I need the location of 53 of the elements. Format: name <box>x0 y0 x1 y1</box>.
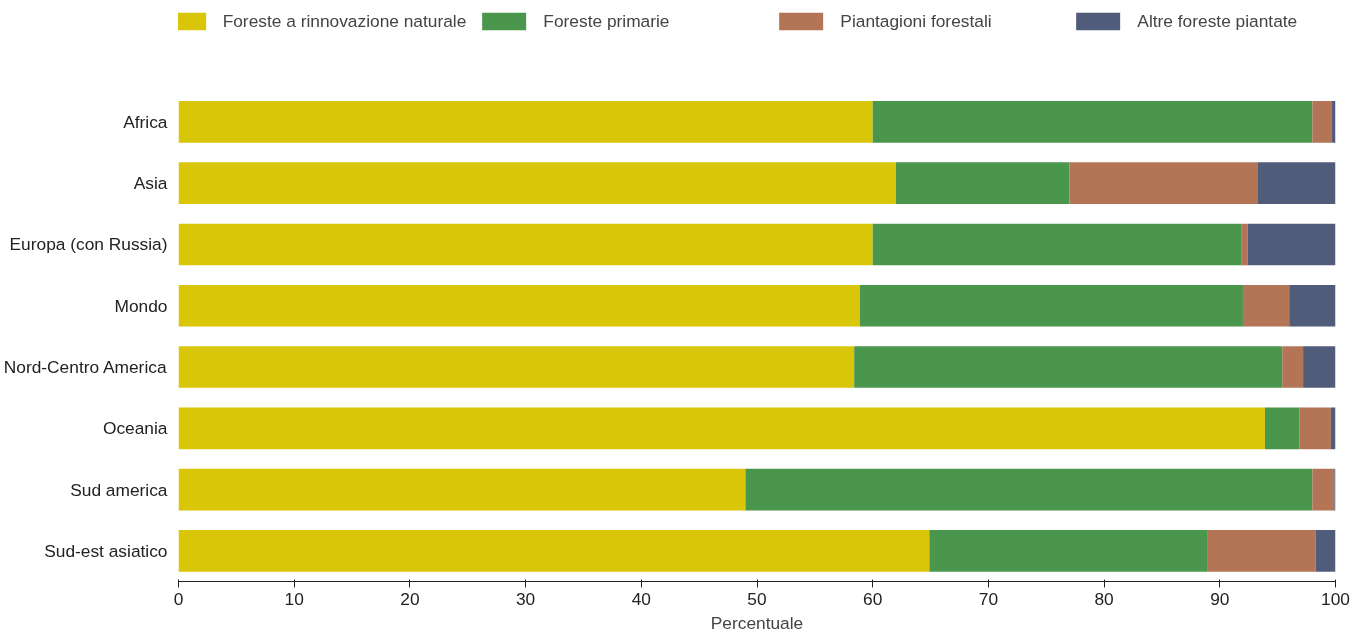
bar <box>178 101 873 143</box>
legend-label: Altre foreste piantate <box>1137 10 1299 32</box>
x-tick-label: 30 <box>515 588 536 609</box>
bar <box>1299 407 1331 450</box>
bar <box>1303 346 1336 388</box>
bar <box>1289 284 1336 327</box>
bar <box>872 101 1313 143</box>
bar <box>178 284 860 327</box>
y-tick-label: Nord-Centro America <box>3 357 167 378</box>
bar <box>895 162 1070 205</box>
y-tick-label: Europa (con Russia) <box>9 234 168 255</box>
x-tick-label: 70 <box>978 588 999 609</box>
bar <box>178 530 930 572</box>
y-tick-label: Africa <box>123 111 168 132</box>
x-tick-label: 80 <box>1094 588 1114 609</box>
y-tick-label: Sud-est asiatico <box>44 540 168 561</box>
bar <box>1242 284 1290 327</box>
bar <box>178 407 1265 450</box>
bar <box>1312 468 1335 511</box>
x-tick-label: 50 <box>747 588 767 609</box>
bar <box>1241 223 1248 266</box>
bar <box>1207 530 1316 572</box>
legend-label: Foreste primarie <box>543 10 671 32</box>
y-tick-label: Sud america <box>70 479 168 500</box>
x-tick-label: 60 <box>863 588 883 609</box>
x-tick-label: 10 <box>284 588 304 609</box>
x-tick-label: 90 <box>1210 588 1230 609</box>
x-tick-label: 40 <box>631 588 651 609</box>
y-tick-label: Mondo <box>114 295 168 316</box>
bar <box>1312 101 1333 143</box>
legend-label: Piantagioni forestali <box>840 10 993 32</box>
bar <box>1069 162 1258 205</box>
bar <box>854 346 1283 388</box>
bar <box>1247 223 1336 266</box>
bar <box>178 223 873 266</box>
bar <box>745 468 1313 511</box>
x-tick-label: 100 <box>1321 588 1350 609</box>
y-tick-label: Asia <box>133 173 168 194</box>
bar <box>929 530 1208 572</box>
bar <box>178 162 896 205</box>
bar <box>859 284 1243 327</box>
x-axis-title: Percentuale <box>710 612 804 633</box>
bar <box>1282 346 1304 388</box>
bar <box>178 468 746 511</box>
bar <box>178 346 855 388</box>
bar <box>1257 162 1336 205</box>
x-tick-label: 0 <box>173 588 184 609</box>
bar <box>1315 530 1336 572</box>
bar <box>872 223 1242 266</box>
y-tick-label: Oceania <box>102 418 168 439</box>
legend-label: Foreste a rinnovazione naturale <box>222 10 467 32</box>
bar <box>1264 407 1300 450</box>
x-tick-label: 20 <box>400 588 420 609</box>
